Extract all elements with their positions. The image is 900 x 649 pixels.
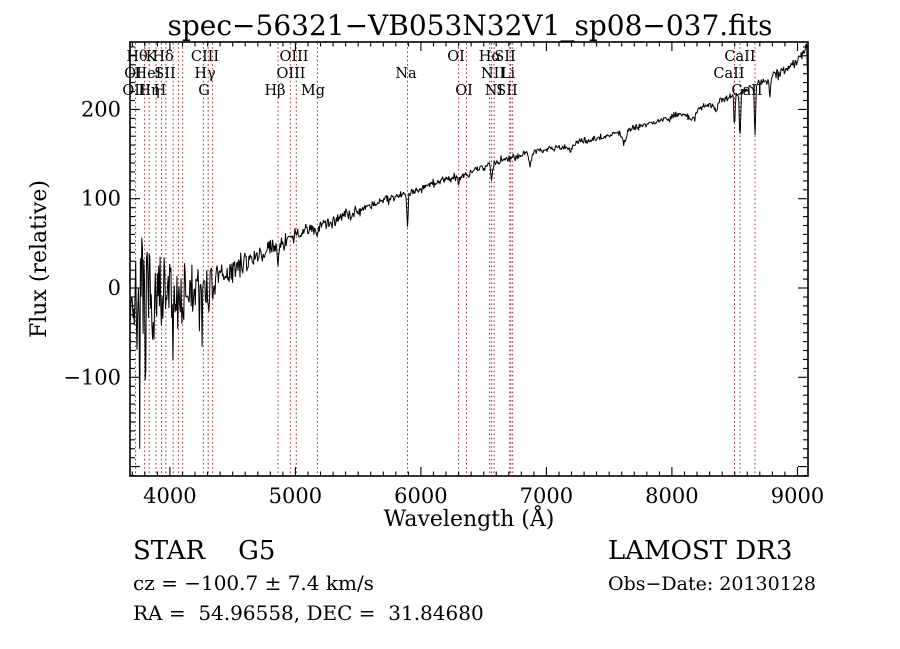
spectral-line-label: OIII [276, 66, 305, 82]
y-axis-label: Flux (relative) [27, 180, 52, 338]
ra-dec-text: RA = 54.96558, DEC = 31.84680 [133, 601, 484, 625]
x-tick-label: 8000 [645, 484, 698, 508]
spectral-line-label: Li [501, 66, 516, 82]
spectral-line-label: H [154, 83, 167, 99]
spectral-line-label: CIII [191, 49, 219, 65]
spectral-line-label: CaII [713, 66, 744, 82]
x-tick-label: 9000 [771, 484, 824, 508]
spectral-line-label: OI [447, 49, 465, 65]
tick-labels-group: 4000 5000 6000 7000 8000 9000 −100 0 100 200 [63, 97, 824, 508]
spectral-line-label: Hθ [126, 49, 147, 65]
spectrum-trace-group [129, 43, 809, 449]
y-tick-label: 200 [81, 97, 121, 121]
spectral-line-markers [135, 43, 756, 475]
x-axis-label: Wavelength (Å) [384, 504, 555, 532]
object-class-text: STAR G5 [133, 536, 275, 566]
x-tick-label: 6000 [394, 484, 447, 508]
spectral-line-label: OIII [279, 49, 308, 65]
spectral-line-label: SII [154, 66, 175, 82]
spectral-line-label: OII [122, 83, 145, 99]
spectral-line-label: Na [395, 66, 417, 82]
spectral-line-label: HeI [135, 66, 162, 82]
spectral-line-label: Hα [479, 49, 502, 65]
spectral-line-label: CaII [731, 83, 762, 99]
spectral-line-label: OI [124, 66, 142, 82]
spectral-line-label: Hη [138, 83, 159, 99]
cz-velocity-text: cz = −100.7 ± 7.4 km/s [133, 571, 374, 595]
y-tick-label: 0 [108, 276, 121, 300]
spectral-line-label: NII [481, 66, 505, 82]
spectral-line-label: G [198, 83, 210, 99]
x-tick-label: 4000 [143, 484, 196, 508]
spectral-line-label: SII [496, 83, 517, 99]
x-tick-label: 5000 [269, 484, 322, 508]
spectral-line-label: Mg [301, 83, 325, 99]
spectral-line-label: OI [455, 83, 473, 99]
spectral-line-label: K [146, 49, 158, 65]
spectral-line-label: Hβ [264, 83, 285, 99]
spectral-line-label: NI [485, 83, 503, 99]
y-tick-label: −100 [63, 365, 121, 389]
y-tick-label: 100 [81, 187, 121, 211]
obs-date-text: Obs−Date: 20130128 [608, 573, 816, 595]
spectral-line-label: Hδ [152, 49, 173, 65]
axes-frame-group [129, 41, 809, 477]
survey-release-text: LAMOST DR3 [608, 536, 792, 566]
spectral-line-label: SII [494, 49, 515, 65]
static-text-group: spec−56321−VB053N32V1_sp08−037.fits Wave… [27, 9, 816, 625]
x-tick-label: 7000 [520, 484, 573, 508]
plot-title: spec−56321−VB053N32V1_sp08−037.fits [168, 9, 773, 42]
spectral-line-label: Hγ [194, 66, 215, 82]
spectrum-trace [129, 43, 809, 449]
spectral-line-label: CaII [724, 49, 755, 65]
plot-frame [129, 41, 809, 477]
